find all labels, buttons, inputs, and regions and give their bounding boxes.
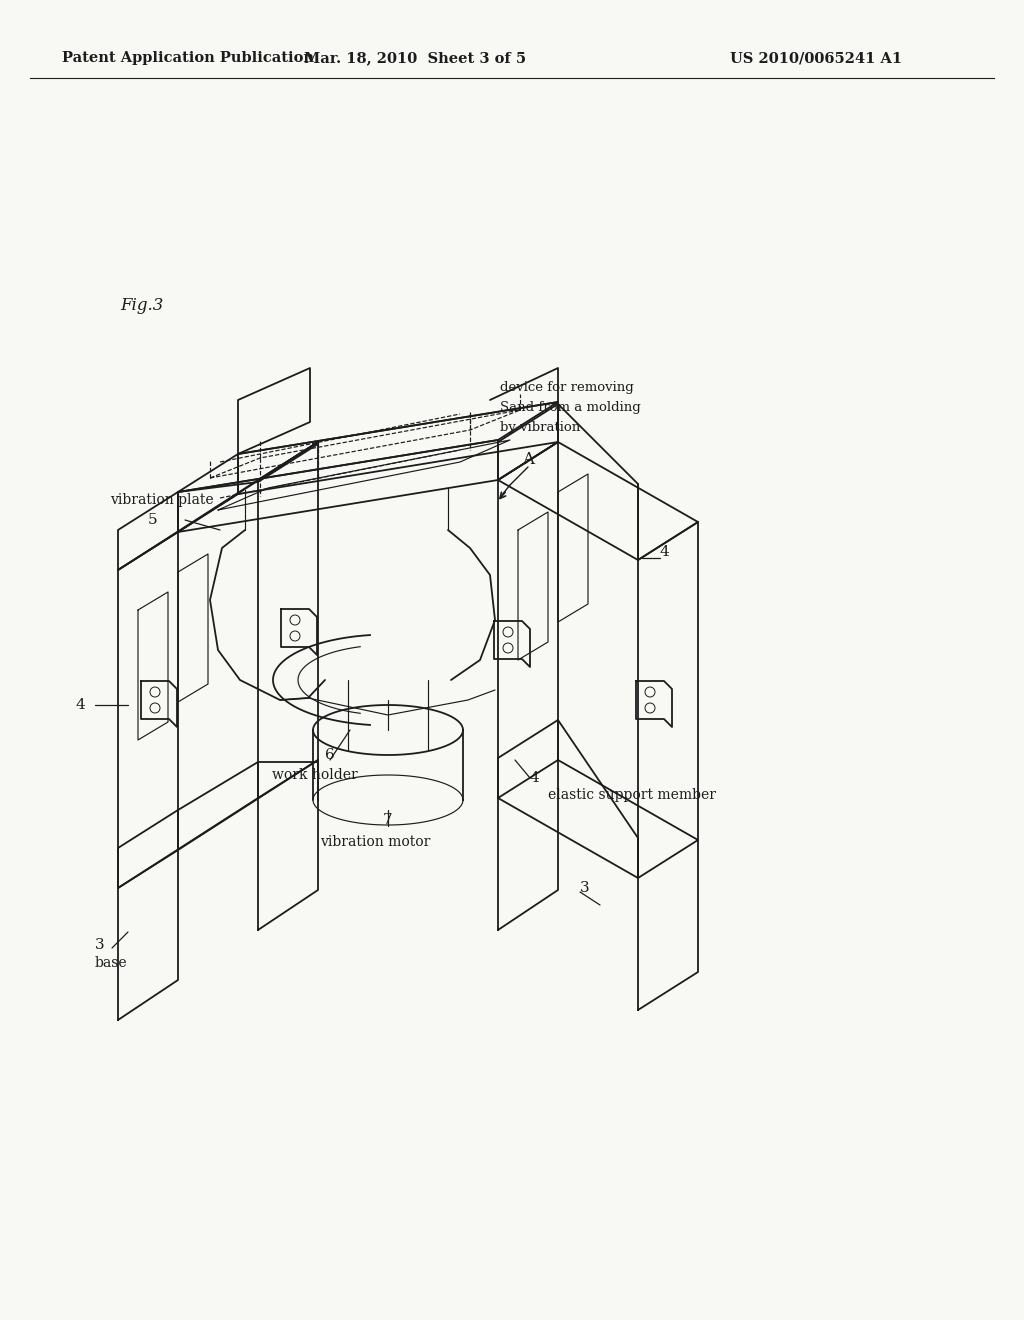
Text: Mar. 18, 2010  Sheet 3 of 5: Mar. 18, 2010 Sheet 3 of 5 <box>304 51 526 65</box>
Text: A: A <box>522 451 534 469</box>
Text: by vibration: by vibration <box>500 421 581 434</box>
Text: 3: 3 <box>95 939 104 952</box>
Text: elastic support member: elastic support member <box>548 788 716 803</box>
Text: Fig.3: Fig.3 <box>120 297 164 314</box>
Text: Sand from a molding: Sand from a molding <box>500 401 641 414</box>
Text: base: base <box>95 956 128 970</box>
Text: 4: 4 <box>75 698 85 711</box>
Text: work holder: work holder <box>272 768 357 781</box>
Text: 4: 4 <box>660 545 670 558</box>
Text: 5: 5 <box>148 513 158 527</box>
Text: 7: 7 <box>383 813 393 828</box>
Text: 6: 6 <box>325 748 335 762</box>
Text: US 2010/0065241 A1: US 2010/0065241 A1 <box>730 51 902 65</box>
Text: 4: 4 <box>530 771 540 785</box>
Text: vibration motor: vibration motor <box>319 836 430 849</box>
Text: Patent Application Publication: Patent Application Publication <box>62 51 314 65</box>
Text: 3: 3 <box>580 880 590 895</box>
Text: vibration plate: vibration plate <box>110 492 214 507</box>
Text: device for removing: device for removing <box>500 381 634 395</box>
